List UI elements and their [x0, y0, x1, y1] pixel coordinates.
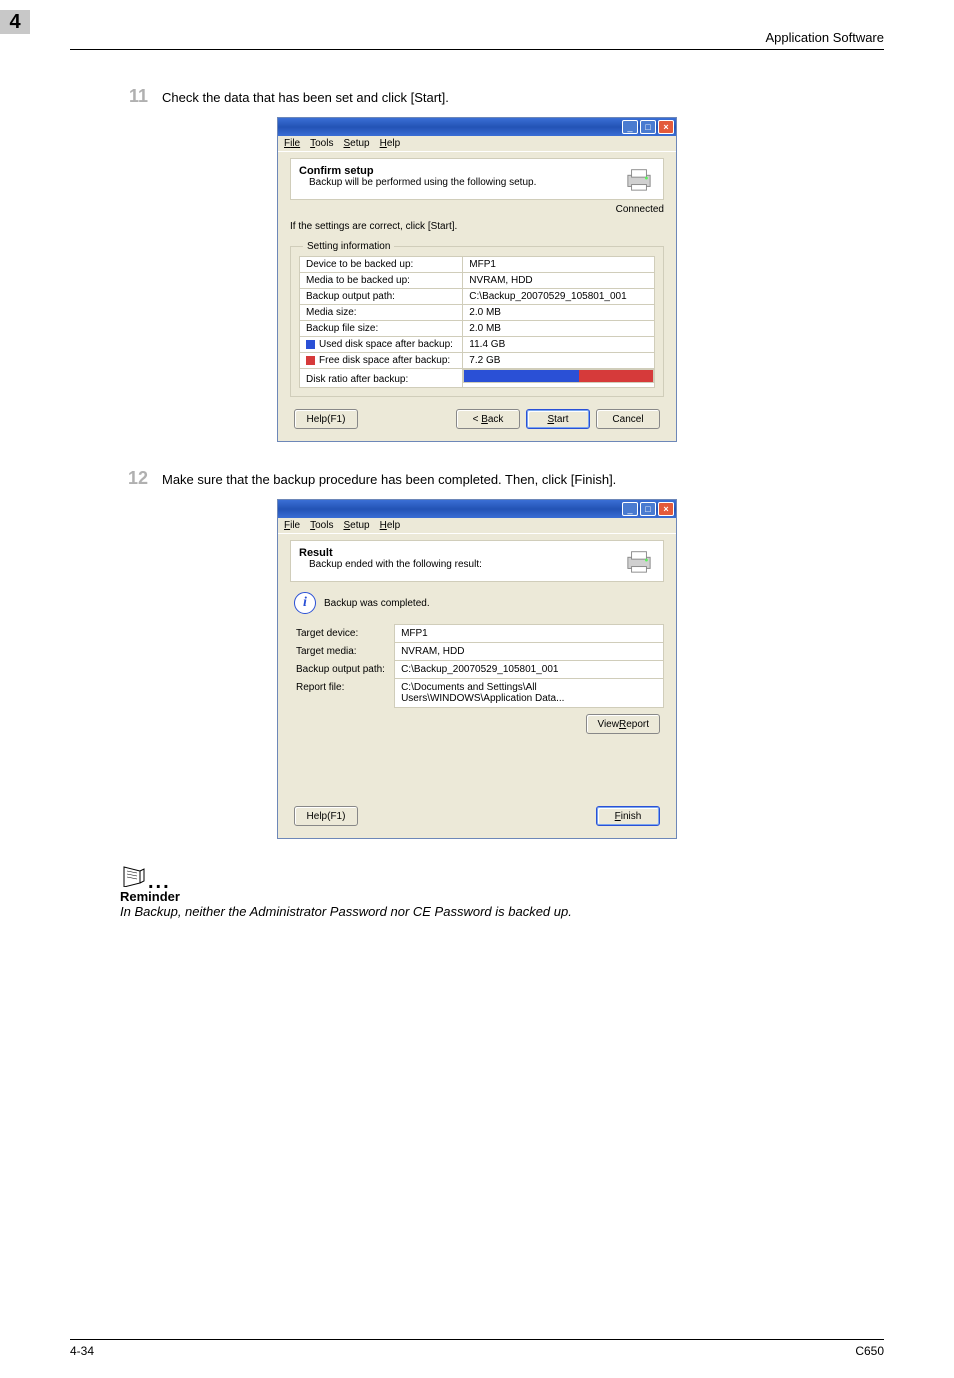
device-value: MFP1	[463, 257, 655, 273]
dialog-titlebar: _ □ ×	[278, 500, 676, 518]
fieldset-title: Setting information	[303, 241, 394, 252]
free-swatch	[306, 356, 315, 365]
used-swatch	[306, 340, 315, 349]
minimize-button[interactable]: _	[622, 502, 638, 516]
output-path-value: C:\Backup_20070529_105801_001	[395, 661, 664, 679]
menu-file[interactable]: File	[284, 138, 300, 149]
bar-used	[464, 370, 579, 382]
maximize-button[interactable]: □	[640, 502, 656, 516]
path-label: Backup output path:	[300, 289, 463, 305]
help-button[interactable]: Help(F1)	[294, 806, 358, 826]
menu-bar: File Tools Setup Help	[278, 136, 676, 152]
page-header-title: Application Software	[70, 30, 884, 45]
minimize-button[interactable]: _	[622, 120, 638, 134]
page-footer: 4-34 C650	[70, 1339, 884, 1358]
footer-model: C650	[855, 1344, 884, 1358]
reminder-title: Reminder	[120, 889, 884, 904]
report-file-label: Report file:	[290, 679, 395, 708]
reminder-text: In Backup, neither the Administrator Pas…	[120, 904, 884, 919]
free-space-value: 7.2 GB	[463, 353, 655, 369]
confirm-setup-dialog: _ □ × File Tools Setup Help Confirm setu…	[277, 117, 677, 442]
menu-help[interactable]: Help	[380, 138, 401, 149]
instruction-text: If the settings are correct, click [Star…	[290, 221, 664, 232]
dialog-subtitle: Backup ended with the following result:	[309, 559, 482, 570]
completed-text: Backup was completed.	[324, 598, 430, 609]
menu-tools[interactable]: Tools	[310, 138, 333, 149]
menu-setup[interactable]: Setup	[343, 520, 369, 531]
media-size-value: 2.0 MB	[463, 305, 655, 321]
info-icon: i	[294, 592, 316, 614]
bar-free	[579, 370, 653, 382]
used-space-label: Used disk space after backup:	[300, 337, 463, 353]
result-table: Target device:MFP1 Target media:NVRAM, H…	[290, 624, 664, 708]
dialog-title: Confirm setup	[299, 165, 374, 177]
connected-label: Connected	[290, 204, 664, 215]
disk-ratio-bar	[463, 369, 654, 383]
target-media-label: Target media:	[290, 643, 395, 661]
footer-page: 4-34	[70, 1344, 94, 1358]
ratio-label: Disk ratio after backup:	[300, 369, 463, 388]
cancel-button[interactable]: Cancel	[596, 409, 660, 429]
media-label: Media to be backed up:	[300, 273, 463, 289]
printer-icon	[623, 547, 655, 575]
dialog-subtitle: Backup will be performed using the follo…	[309, 177, 536, 188]
close-button[interactable]: ×	[658, 502, 674, 516]
finish-button[interactable]: Finish	[596, 806, 660, 826]
step-number-11: 11	[120, 86, 148, 107]
menu-tools[interactable]: Tools	[310, 520, 333, 531]
backup-size-value: 2.0 MB	[463, 321, 655, 337]
maximize-button[interactable]: □	[640, 120, 656, 134]
media-value: NVRAM, HDD	[463, 273, 655, 289]
settings-table: Device to be backed up:MFP1 Media to be …	[299, 256, 655, 388]
path-value: C:\Backup_20070529_105801_001	[463, 289, 655, 305]
printer-icon	[623, 165, 655, 193]
result-dialog: _ □ × File Tools Setup Help Result Backu…	[277, 499, 677, 839]
close-button[interactable]: ×	[658, 120, 674, 134]
view-report-button[interactable]: View Report	[586, 714, 660, 734]
step-number-12: 12	[120, 468, 148, 489]
backup-size-label: Backup file size:	[300, 321, 463, 337]
menu-file[interactable]: File	[284, 520, 300, 531]
dialog-title: Result	[299, 547, 333, 559]
menu-help[interactable]: Help	[380, 520, 401, 531]
step-text-12: Make sure that the backup procedure has …	[162, 468, 616, 489]
reminder-icon: ...	[120, 865, 884, 887]
start-button[interactable]: Start	[526, 409, 590, 429]
dialog-titlebar: _ □ ×	[278, 118, 676, 136]
media-size-label: Media size:	[300, 305, 463, 321]
header-rule	[70, 49, 884, 50]
target-device-label: Target device:	[290, 625, 395, 643]
step-text-11: Check the data that has been set and cli…	[162, 86, 449, 107]
free-space-label: Free disk space after backup:	[300, 353, 463, 369]
help-button[interactable]: Help(F1)	[294, 409, 358, 429]
target-media-value: NVRAM, HDD	[395, 643, 664, 661]
report-file-value: C:\Documents and Settings\All Users\WIND…	[395, 679, 664, 708]
chapter-number: 4	[0, 10, 30, 34]
menu-setup[interactable]: Setup	[343, 138, 369, 149]
menu-bar: File Tools Setup Help	[278, 518, 676, 534]
used-space-value: 11.4 GB	[463, 337, 655, 353]
output-path-label: Backup output path:	[290, 661, 395, 679]
device-label: Device to be backed up:	[300, 257, 463, 273]
back-button[interactable]: < Back	[456, 409, 520, 429]
target-device-value: MFP1	[395, 625, 664, 643]
